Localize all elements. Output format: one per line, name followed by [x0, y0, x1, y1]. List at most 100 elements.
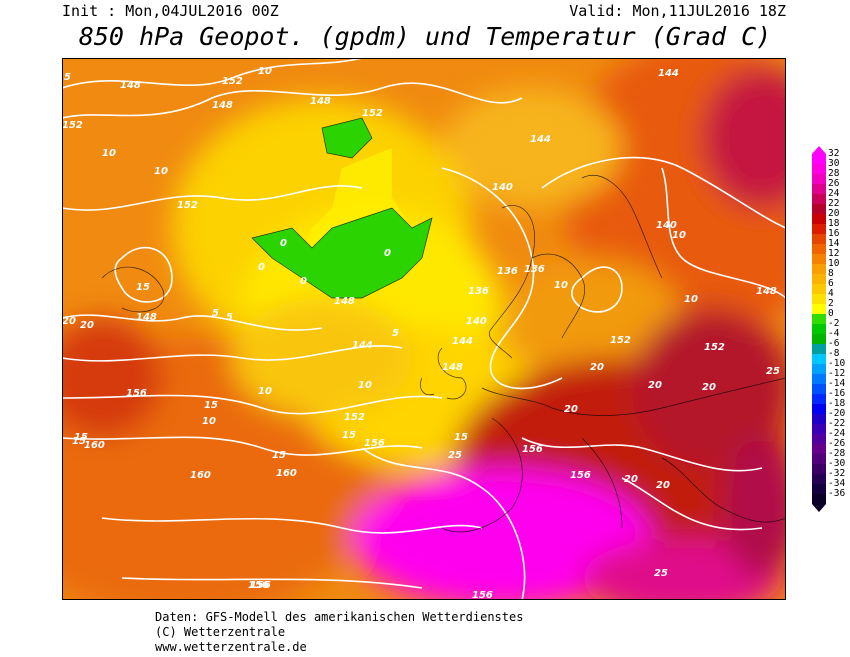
footer-copyright: (C) Wetterzentrale — [155, 625, 286, 639]
legend-tick-label: -28 — [828, 448, 846, 459]
legend-tick-label: 30 — [828, 158, 840, 169]
legend-swatch — [812, 204, 826, 214]
legend-swatch — [812, 434, 826, 444]
temperature-label: 25 — [448, 450, 462, 461]
legend-tick-label: -6 — [828, 338, 840, 349]
temperature-label: 10 — [258, 386, 272, 397]
geopotential-label: 140 — [492, 182, 513, 193]
geopotential-label: 152 — [177, 200, 198, 211]
temperature-label: 10 — [102, 148, 116, 159]
legend-tick-label: -10 — [828, 358, 846, 369]
legend-tick-label: 22 — [828, 198, 840, 209]
geopotential-label: 156 — [522, 444, 543, 455]
temperature-label: 25 — [654, 568, 668, 579]
temperature-label: 0 — [258, 262, 265, 273]
geopotential-label: 152 — [704, 342, 725, 353]
legend-swatch — [812, 364, 826, 374]
legend-swatch — [812, 284, 826, 294]
legend-tick-label: -36 — [828, 488, 846, 499]
geopotential-label: 156 — [472, 590, 493, 600]
temperature-label: 20 — [80, 320, 94, 331]
temperature-color-legend — [812, 146, 826, 512]
geopotential-label: 148 — [136, 312, 157, 323]
legend-arrow-down-icon — [812, 504, 826, 512]
legend-swatch — [812, 324, 826, 334]
legend-tick-label: -32 — [828, 468, 846, 479]
temperature-label: 20 — [702, 382, 716, 393]
legend-swatch — [812, 334, 826, 344]
legend-tick-label: 24 — [828, 188, 840, 199]
temperature-label: 0 — [300, 276, 307, 287]
temperature-label: 20 — [564, 404, 578, 415]
legend-swatch — [812, 184, 826, 194]
temperature-label: 0 — [280, 238, 287, 249]
temperature-label: 5 — [212, 308, 219, 319]
legend-swatch — [812, 244, 826, 254]
temperature-label: 0 — [384, 248, 391, 259]
geopotential-label: 160 — [190, 470, 211, 481]
temperature-label: 15 — [72, 436, 86, 447]
geopotential-label: 160 — [84, 440, 105, 451]
geopotential-label: 136 — [468, 286, 489, 297]
temperature-label: 5 — [64, 72, 71, 83]
geopotential-label: 148 — [334, 296, 355, 307]
legend-swatch — [812, 234, 826, 244]
init-time: Init : Mon,04JUL2016 00Z — [62, 2, 279, 20]
legend-tick-label: -8 — [828, 348, 840, 359]
legend-swatch — [812, 304, 826, 314]
temperature-label: 15 — [74, 432, 88, 443]
legend-swatch — [812, 214, 826, 224]
footer-data-source: Daten: GFS-Modell des amerikanischen Wet… — [155, 610, 524, 624]
legend-swatch — [812, 404, 826, 414]
temperature-label: 20 — [62, 316, 76, 327]
legend-tick-label: 26 — [828, 178, 840, 189]
temperature-label: 10 — [258, 66, 272, 77]
legend-swatch — [812, 414, 826, 424]
legend-swatch — [812, 344, 826, 354]
legend-swatch — [812, 264, 826, 274]
legend-tick-label: -26 — [828, 438, 846, 449]
legend-tick-label: 14 — [828, 238, 840, 249]
legend-tick-label: -22 — [828, 418, 846, 429]
geopotential-label: 156 — [248, 580, 269, 591]
legend-tick-label: -14 — [828, 378, 846, 389]
temperature-label: 5 — [226, 312, 233, 323]
geopotential-label: 144 — [352, 340, 373, 351]
geopotential-label: 160 — [276, 468, 297, 479]
temperature-label: 10 — [554, 280, 568, 291]
temperature-label: 15 — [454, 432, 468, 443]
legend-tick-label: 2 — [828, 298, 834, 309]
geopotential-label: 140 — [656, 220, 677, 231]
legend-tick-label: -18 — [828, 398, 846, 409]
temperature-label: 10 — [672, 230, 686, 241]
geopotential-label: 152 — [362, 108, 383, 119]
geopotential-label: 148 — [442, 362, 463, 373]
legend-tick-label: 28 — [828, 168, 840, 179]
geopotential-label: 136 — [497, 266, 518, 277]
legend-swatch — [812, 174, 826, 184]
legend-swatch — [812, 454, 826, 464]
legend-tick-label: -24 — [828, 428, 846, 439]
legend-tick-label: -34 — [828, 478, 846, 489]
temperature-label: 15 — [342, 430, 356, 441]
temperature-label: 25 — [766, 366, 780, 377]
temperature-label: 15 — [272, 450, 286, 461]
footer-website-link[interactable]: www.wetterzentrale.de — [155, 640, 307, 654]
legend-tick-label: 8 — [828, 268, 834, 279]
legend-swatch — [812, 474, 826, 484]
legend-swatch — [812, 164, 826, 174]
legend-tick-label: 32 — [828, 148, 840, 159]
valid-time: Valid: Mon,11JUL2016 18Z — [569, 2, 786, 20]
temperature-label: 20 — [656, 480, 670, 491]
legend-arrow-up-icon — [812, 146, 826, 154]
legend-swatch — [812, 294, 826, 304]
legend-tick-label: -2 — [828, 318, 840, 329]
legend-swatch — [812, 494, 826, 504]
geopotential-label: 156 — [570, 470, 591, 481]
temperature-label: 15 — [204, 400, 218, 411]
legend-tick-label: 10 — [828, 258, 840, 269]
geopotential-label: 148 — [756, 286, 777, 297]
legend-tick-label: 0 — [828, 308, 834, 319]
legend-swatch — [812, 484, 826, 494]
temperature-label: 15 — [136, 282, 150, 293]
